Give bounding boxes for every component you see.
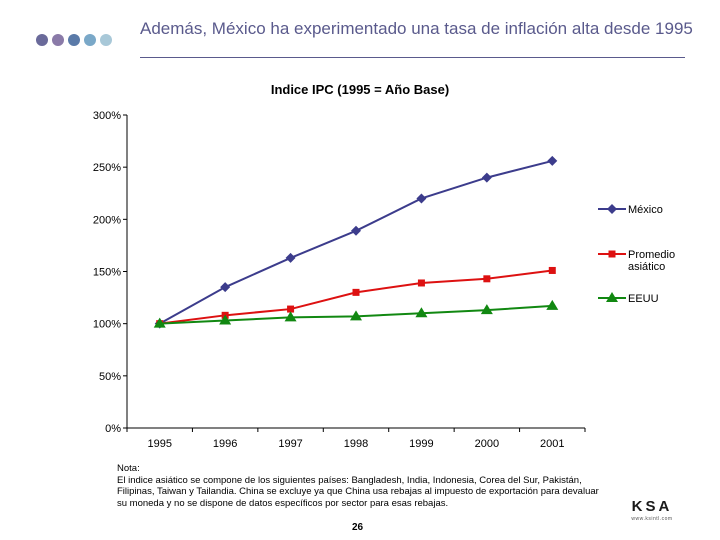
y-tick-label: 0% bbox=[105, 423, 121, 435]
series-line bbox=[159, 159, 553, 325]
legend-label: México bbox=[628, 204, 663, 216]
data-point bbox=[547, 155, 558, 166]
data-point bbox=[285, 252, 296, 263]
data-point bbox=[548, 266, 556, 274]
decorative-dot bbox=[100, 34, 112, 46]
x-tick-label: 2001 bbox=[540, 438, 564, 450]
data-point bbox=[481, 172, 492, 183]
logo-tagline: www.ksintl.com bbox=[631, 516, 673, 522]
data-point bbox=[415, 307, 428, 318]
legend-label: EEUU bbox=[628, 293, 659, 305]
data-point bbox=[483, 275, 491, 283]
data-point bbox=[417, 279, 425, 287]
data-point bbox=[350, 310, 362, 321]
decorative-dot bbox=[36, 34, 48, 46]
decorative-dot bbox=[52, 34, 64, 46]
x-tick-label: 1999 bbox=[409, 438, 433, 450]
slide-title: Además, México ha experimentado una tasa… bbox=[140, 19, 693, 38]
footnote-text: El indice asiático se compone de los sig… bbox=[117, 474, 599, 509]
data-point bbox=[284, 311, 297, 322]
footnote-label: Nota: bbox=[117, 463, 140, 474]
page-number: 26 bbox=[352, 522, 364, 533]
y-tick-label: 100% bbox=[93, 319, 121, 331]
decorative-dot bbox=[84, 34, 96, 46]
y-tick-label: 200% bbox=[93, 214, 121, 226]
y-tick-label: 50% bbox=[99, 371, 121, 383]
footnote: Nota: El indice asiático se compone de l… bbox=[117, 463, 607, 509]
data-point bbox=[546, 299, 559, 310]
ksa-logo: KSA www.ksintl.com bbox=[620, 498, 684, 522]
data-point bbox=[219, 314, 232, 325]
legend-marker bbox=[607, 204, 617, 214]
data-point bbox=[220, 282, 231, 293]
data-point bbox=[153, 317, 166, 328]
data-point bbox=[416, 193, 427, 204]
decorative-dot bbox=[68, 34, 80, 46]
x-tick-label: 1996 bbox=[213, 438, 237, 450]
legend-marker bbox=[606, 292, 618, 302]
legend-marker bbox=[608, 250, 616, 258]
data-point bbox=[352, 288, 360, 296]
decorative-dots bbox=[36, 34, 112, 46]
y-tick-label: 150% bbox=[93, 267, 121, 279]
data-point bbox=[351, 225, 361, 236]
legend-label: Promedio bbox=[628, 249, 675, 261]
y-tick-label: 300% bbox=[93, 110, 121, 122]
x-tick-label: 2000 bbox=[475, 438, 499, 450]
y-tick-label: 250% bbox=[93, 162, 121, 174]
legend-label: asiático bbox=[628, 261, 665, 273]
x-tick-label: 1998 bbox=[344, 438, 368, 450]
title-divider bbox=[140, 57, 685, 58]
data-point bbox=[480, 304, 493, 315]
logo-text: KSA bbox=[631, 498, 673, 515]
chart-title: Indice IPC (1995 = Año Base) bbox=[270, 82, 450, 97]
x-tick-label: 1997 bbox=[278, 438, 302, 450]
x-tick-label: 1995 bbox=[147, 438, 171, 450]
data-point bbox=[287, 305, 295, 313]
